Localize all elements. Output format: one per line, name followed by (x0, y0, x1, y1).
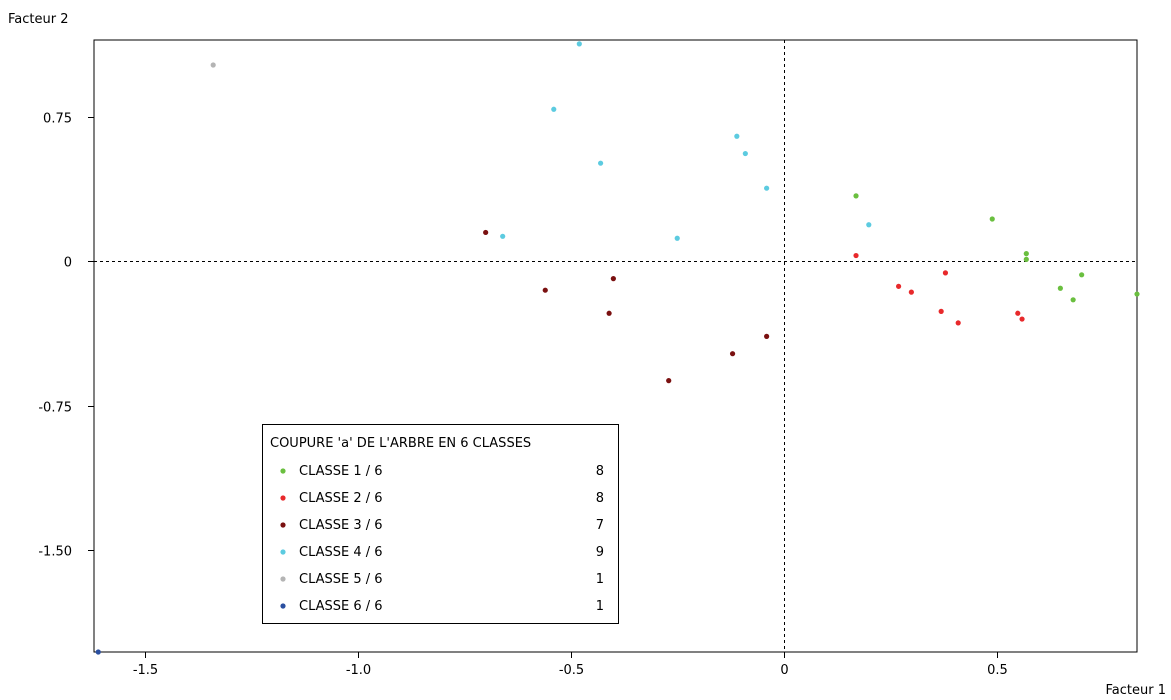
data-point (95, 649, 101, 655)
legend-title: COUPURE 'a' DE L'ARBRE EN 6 CLASSES (270, 436, 531, 451)
data-point (1079, 272, 1085, 278)
data-point (576, 41, 582, 47)
legend-marker (280, 603, 286, 609)
x-axis-title: Facteur 1 (1106, 683, 1166, 698)
data-point (551, 106, 557, 112)
data-point (734, 133, 740, 139)
legend-marker (280, 549, 286, 555)
x-tick-label: -0.5 (559, 663, 584, 678)
y-axis-title: Facteur 2 (8, 12, 68, 27)
data-point (938, 308, 944, 314)
y-tick-label: -0.75 (38, 401, 72, 416)
data-point (853, 193, 859, 199)
data-point (764, 185, 770, 191)
y-tick-label: -1.50 (38, 545, 72, 560)
legend-marker (280, 468, 286, 474)
data-point (729, 351, 736, 357)
x-tick-label: 0.5 (987, 663, 1008, 678)
data-point (1019, 316, 1025, 322)
data-point (598, 160, 604, 166)
x-tick-label: -1.0 (346, 663, 371, 678)
legend-marker (280, 522, 286, 528)
data-point (908, 289, 914, 295)
legend-label: CLASSE 3 / 6 (299, 518, 383, 533)
data-point (989, 216, 995, 222)
legend-label: CLASSE 2 / 6 (299, 491, 383, 506)
legend-marker (280, 576, 286, 582)
data-point (483, 229, 489, 236)
data-point (500, 233, 506, 239)
data-point (955, 320, 961, 326)
legend-count: 1 (596, 599, 604, 614)
data-point (866, 222, 872, 228)
data-point (610, 276, 616, 282)
data-point (1057, 285, 1063, 291)
x-tick-label: 0 (780, 663, 788, 678)
data-point (1070, 297, 1076, 303)
x-tick-label: -1.5 (133, 663, 158, 678)
data-points (95, 41, 1140, 655)
data-point (1134, 291, 1140, 297)
data-point (606, 310, 612, 316)
legend-box (262, 424, 619, 624)
legend-label: CLASSE 4 / 6 (299, 545, 383, 560)
legend-count: 8 (596, 464, 604, 479)
data-point (1023, 256, 1029, 262)
data-point (942, 270, 949, 276)
data-point (764, 333, 770, 339)
legend-count: 8 (596, 491, 604, 506)
data-point (674, 235, 680, 241)
data-point (853, 252, 859, 259)
legend-label: CLASSE 1 / 6 (299, 464, 383, 479)
legend: COUPURE 'a' DE L'ARBRE EN 6 CLASSES CLASS… (262, 424, 619, 624)
legend-count: 7 (596, 518, 604, 533)
plot-area: -1.5 -1.0 -0.5 0 0.5 0.75 0 -0.75 -1.50 (38, 39, 1138, 678)
legend-count: 1 (596, 572, 604, 587)
data-point (896, 283, 902, 289)
plot-frame (93, 39, 1138, 653)
y-tick-label: 0.75 (43, 112, 72, 127)
data-point (210, 62, 216, 68)
legend-marker (280, 495, 286, 501)
data-point (1015, 310, 1021, 316)
data-point (542, 287, 548, 293)
y-tick-label: 0 (64, 256, 72, 271)
legend-label: CLASSE 6 / 6 (299, 599, 383, 614)
legend-count: 9 (596, 545, 604, 560)
data-point (666, 378, 672, 384)
data-point (742, 150, 748, 157)
data-point (1023, 251, 1029, 257)
legend-label: CLASSE 5 / 6 (299, 572, 383, 587)
